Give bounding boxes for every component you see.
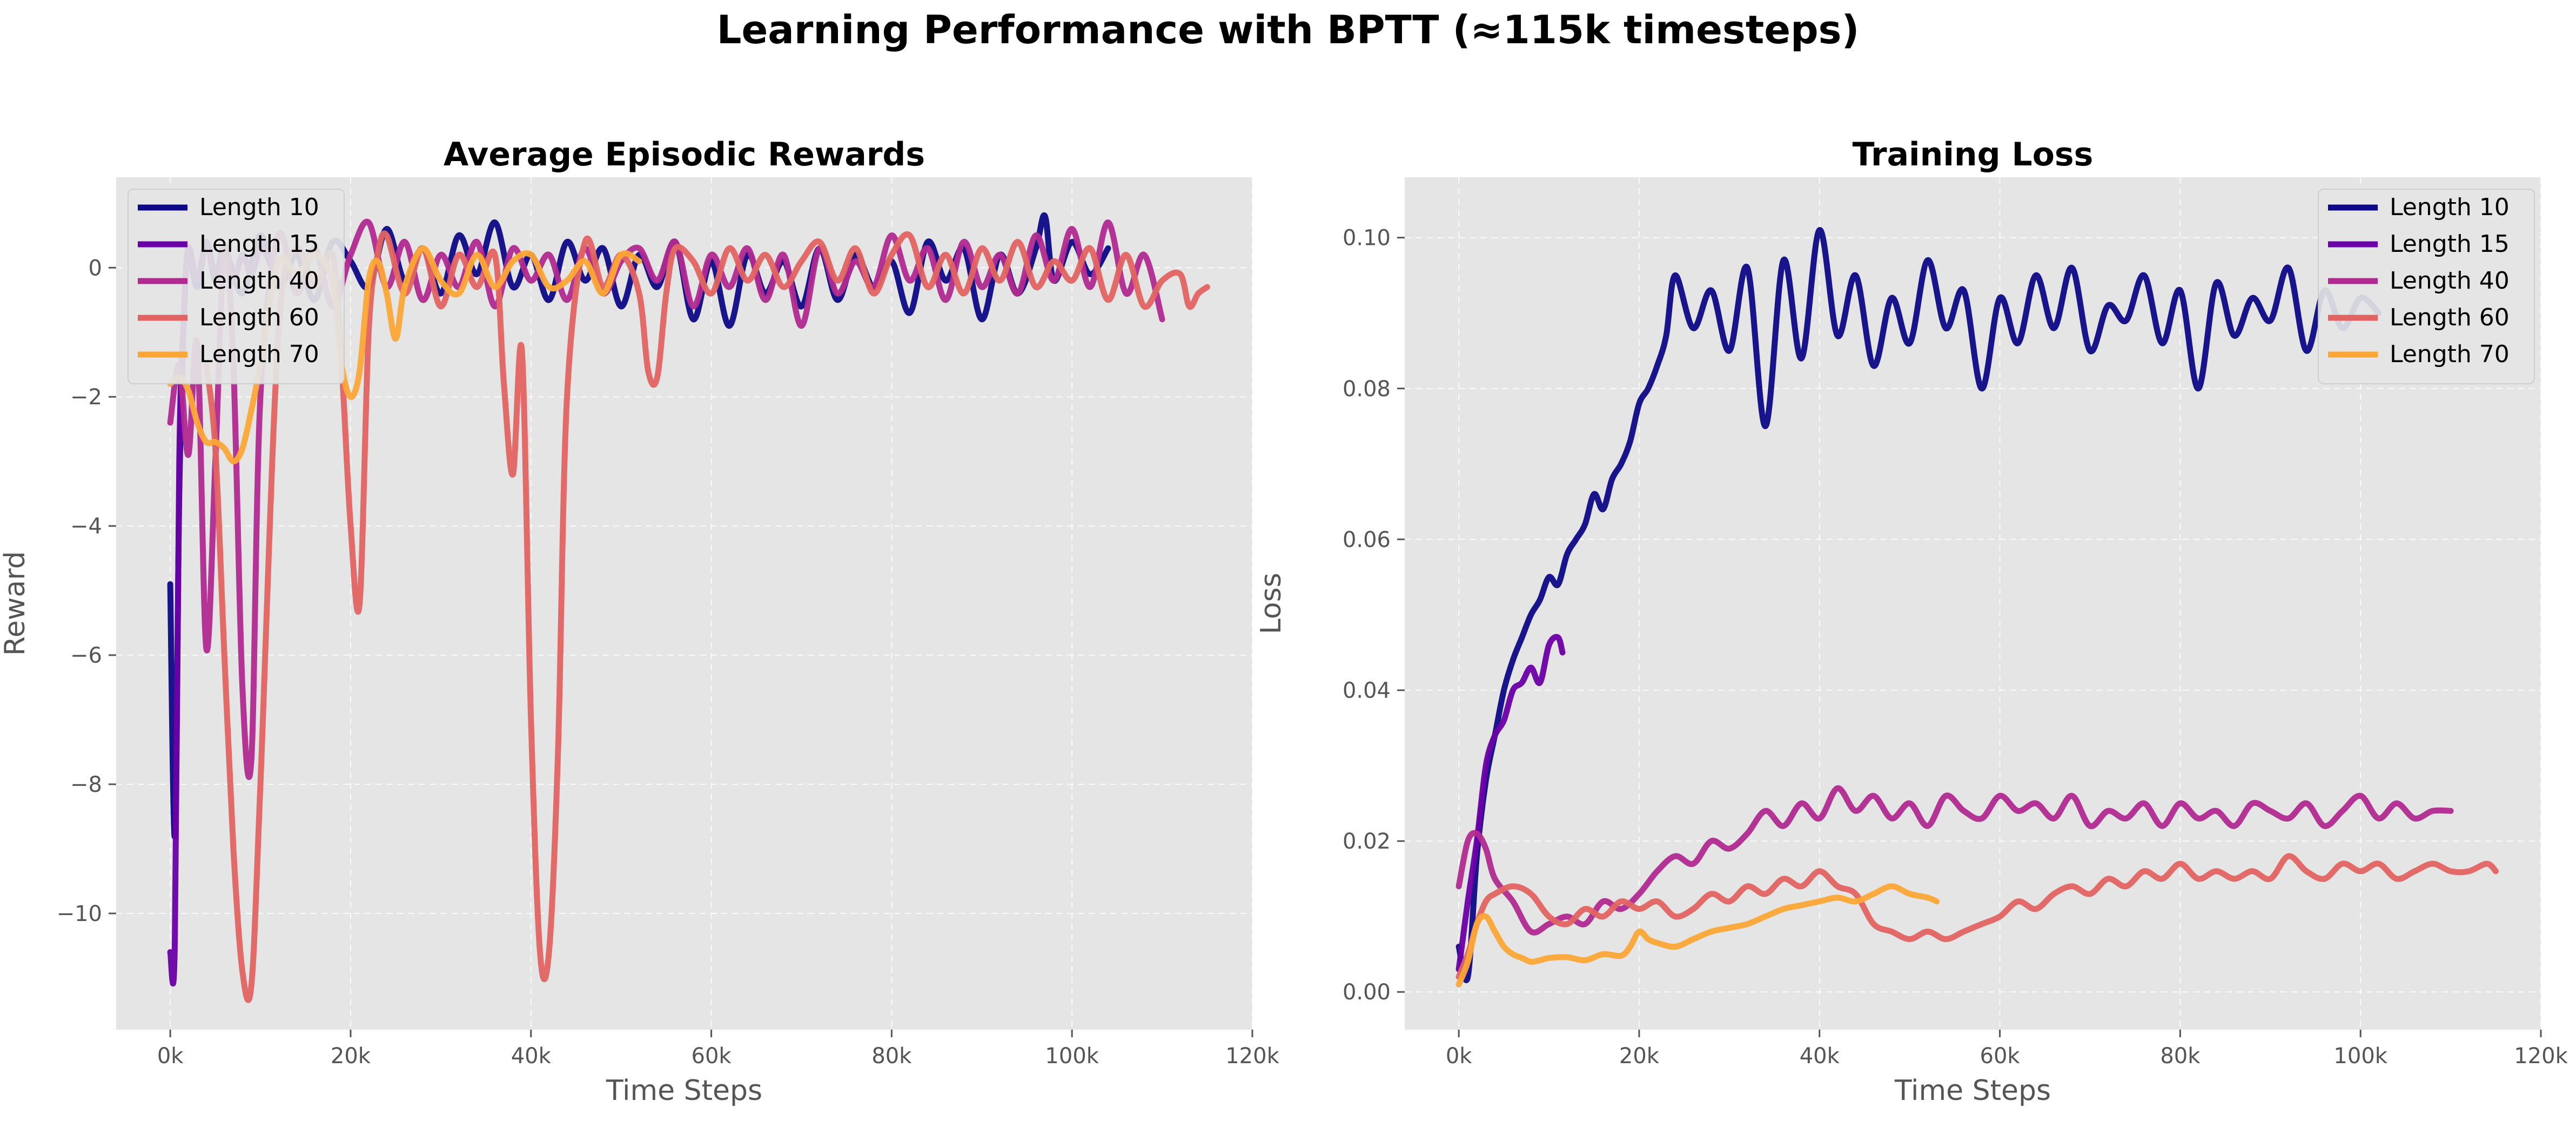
legend-label: Length 70 <box>199 341 319 368</box>
legend-label: Length 10 <box>2390 193 2510 221</box>
y-tick-label: −8 <box>70 772 102 797</box>
legend-label: Length 15 <box>2390 230 2510 258</box>
x-tick-label: 100k <box>1045 1044 1099 1069</box>
legend-box <box>128 189 345 384</box>
x-axis-label: Time Steps <box>606 1075 762 1107</box>
x-tick-label: 20k <box>1619 1044 1660 1069</box>
y-tick-label: −10 <box>57 902 102 926</box>
series-line <box>167 245 642 465</box>
legend-label: Length 40 <box>2390 267 2510 295</box>
series-line <box>1455 634 1566 972</box>
x-tick-label: 80k <box>2160 1044 2201 1069</box>
y-axis-label: Reward <box>0 551 31 656</box>
series-line <box>167 218 1165 780</box>
y-tick-label: 0.02 <box>1343 829 1391 854</box>
y-tick-label: 0.00 <box>1343 980 1391 1005</box>
chart-title: Training Loss <box>1853 136 2094 174</box>
loss-chart: 0k 20k 40k 60k 80k 100k 120k 0.00 0.02 0.04 0.06 0.… <box>1255 136 2568 1107</box>
x-tick-label: 0k <box>1446 1044 1472 1069</box>
x-tick-label: 0k <box>157 1044 184 1069</box>
legend-label: Length 15 <box>199 230 319 258</box>
x-tick-label: 80k <box>871 1044 912 1069</box>
chart-title: Average Episodic Rewards <box>444 136 925 174</box>
y-tick-label: 0.10 <box>1343 226 1391 251</box>
series-line <box>1455 853 2499 980</box>
series-line <box>1455 883 1940 987</box>
series-line <box>1455 227 2382 983</box>
legend-label: Length 40 <box>199 267 319 295</box>
x-tick-label: 40k <box>511 1044 552 1069</box>
y-tick-label: 0 <box>89 256 102 281</box>
y-tick-label: −4 <box>70 514 102 539</box>
x-tick-label: 60k <box>1980 1044 2021 1069</box>
legend-box <box>2318 189 2535 384</box>
rewards-chart: 0k 20k 40k 60k 80k 100k 120k 0 −2 −4 −6 −8 −10 Averag… <box>0 136 1280 1107</box>
y-tick-label: −2 <box>70 385 102 410</box>
legend-label: Length 60 <box>199 304 319 331</box>
figure-suptitle: Learning Performance with BPTT (≈115k ti… <box>717 7 1860 52</box>
x-axis-label: Time Steps <box>1894 1075 2051 1107</box>
y-tick-label: −6 <box>70 643 102 668</box>
y-tick-label: 0.04 <box>1343 678 1391 703</box>
legend-label: Length 60 <box>2390 304 2510 331</box>
x-tick-label: 60k <box>692 1044 732 1069</box>
x-tick-label: 40k <box>1800 1044 1840 1069</box>
legend-label: Length 10 <box>199 193 319 221</box>
legend-label: Length 70 <box>2390 341 2510 368</box>
series-line <box>1455 785 2454 936</box>
y-tick-label: 0.06 <box>1343 528 1391 552</box>
y-tick-label: 0.08 <box>1343 377 1391 402</box>
x-tick-label: 120k <box>1225 1044 1279 1069</box>
y-axis-label: Loss <box>1255 572 1287 634</box>
x-tick-label: 20k <box>331 1044 371 1069</box>
x-tick-label: 120k <box>2514 1044 2568 1069</box>
x-tick-label: 100k <box>2333 1044 2387 1069</box>
